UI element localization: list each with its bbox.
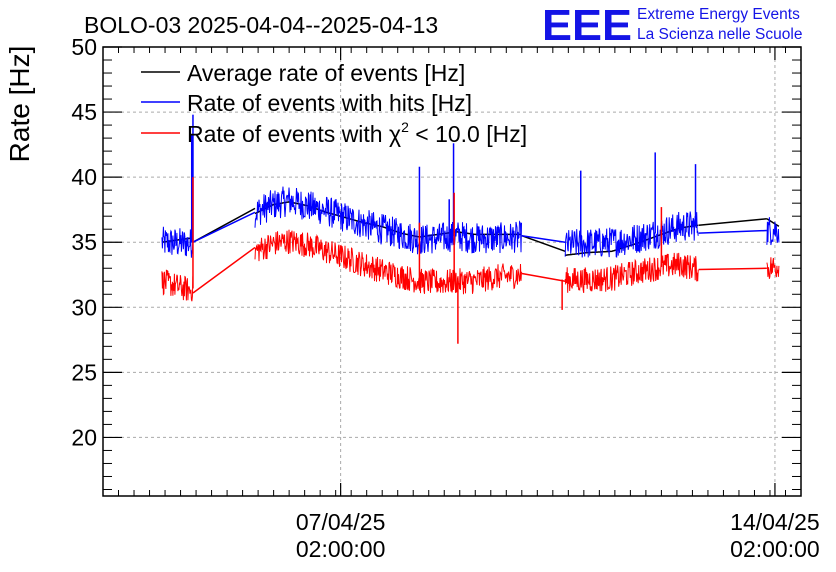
eee-logo: EEE Extreme Energy Events La Scienza nel… xyxy=(542,1,802,50)
y-tick-label: 30 xyxy=(71,294,97,320)
series-gap-connector xyxy=(521,272,566,282)
legend-label-hits: Rate of events with hits [Hz] xyxy=(187,90,472,116)
plot-frame xyxy=(102,46,802,497)
y-axis-label: Rate [Hz] xyxy=(4,46,35,163)
y-tick-label: 25 xyxy=(71,359,97,385)
series-gap-connector xyxy=(192,246,256,294)
series-line-1 xyxy=(161,186,780,258)
chart-title: BOLO-03 2025-04-04--2025-04-13 xyxy=(84,12,438,38)
logo-line-2: La Scienza nelle Scuole xyxy=(637,26,802,43)
y-tick-label: 45 xyxy=(71,99,97,125)
series-line-2 xyxy=(161,229,780,302)
series-gap-connector xyxy=(192,211,256,243)
y-tick-label: 40 xyxy=(71,164,97,190)
x-tick-label-time: 02:00:00 xyxy=(296,536,386,562)
x-tick-label-date: 07/04/25 xyxy=(296,509,386,535)
y-tick-label: 20 xyxy=(71,424,97,450)
logo-line-1: Extreme Energy Events xyxy=(637,6,800,23)
data-layer xyxy=(161,114,780,344)
series-1 xyxy=(161,186,780,258)
logo-mark: EEE xyxy=(542,1,632,50)
tick-layer xyxy=(103,46,801,496)
legend-label-average: Average rate of events [Hz] xyxy=(187,60,465,86)
legend-chi-symbol: χ xyxy=(389,121,401,147)
legend-chi2-suffix: < 10.0 [Hz] xyxy=(409,121,527,147)
series-gap-connector xyxy=(698,218,767,227)
x-tick-label-date: 14/04/25 xyxy=(730,509,820,535)
label-layer: 2025303540455007/04/2502:00:0014/04/2502… xyxy=(71,34,819,562)
x-tick-label-time: 02:00:00 xyxy=(730,536,820,562)
series-2 xyxy=(161,229,780,302)
y-tick-label: 50 xyxy=(71,34,97,60)
series-gap-connector xyxy=(521,235,566,253)
series-gap-connector xyxy=(521,234,566,243)
legend-chi-exponent: 2 xyxy=(401,119,409,135)
legend-chi2-prefix: Rate of events with xyxy=(187,121,389,147)
y-tick-label: 35 xyxy=(71,229,97,255)
series-gap-connector xyxy=(698,267,767,271)
series-gap-connector xyxy=(698,229,767,234)
legend-label-chi2: Rate of events with χ2 < 10.0 [Hz] xyxy=(187,119,527,147)
legend: Average rate of events [Hz] Rate of even… xyxy=(141,60,527,147)
